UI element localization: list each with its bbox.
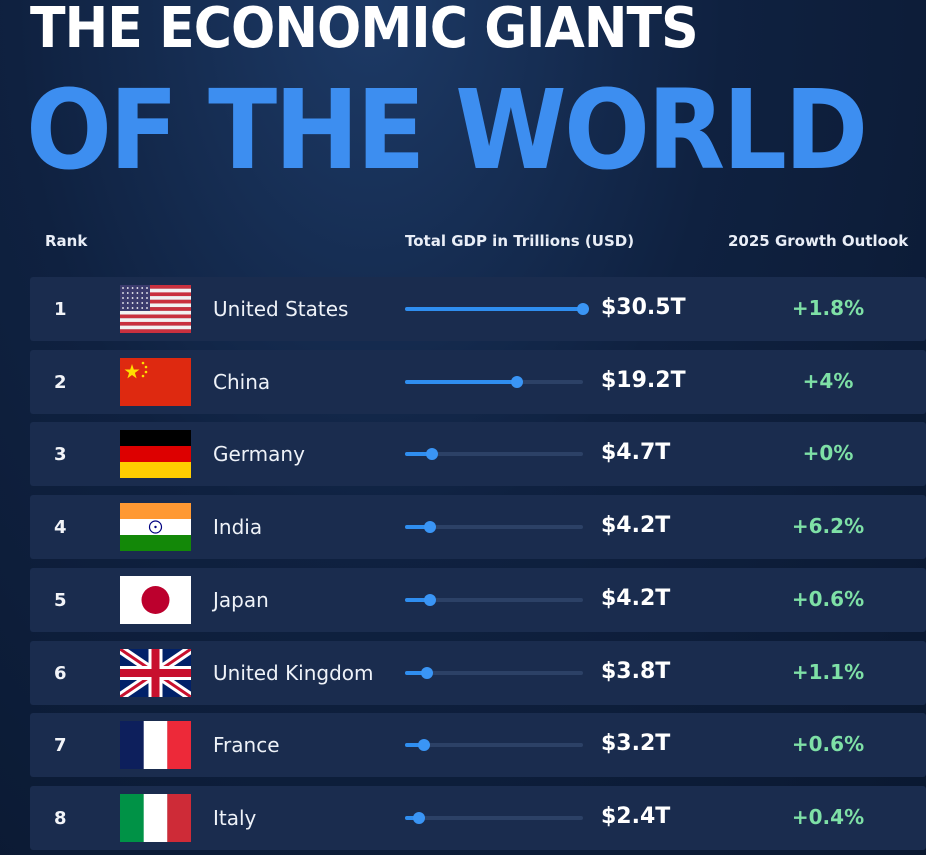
china-flag <box>120 357 191 406</box>
gdp-bar <box>405 743 424 748</box>
country-name: United States <box>213 297 349 321</box>
gdp-bar-track <box>405 375 583 388</box>
column-header-growth: 2025 Growth Outlook <box>728 232 909 250</box>
germany-flag <box>120 430 191 479</box>
uk-flag <box>120 648 191 697</box>
gdp-bar-track <box>405 593 583 606</box>
gdp-bar-marker <box>423 593 436 606</box>
country-name: Germany <box>213 442 305 467</box>
page-title-line-2: OF THE WORLD <box>26 66 868 194</box>
country-name: India <box>213 515 263 540</box>
country-name: Japan <box>213 587 269 612</box>
gdp-bar-track <box>405 448 583 461</box>
gdp-bar <box>405 525 430 530</box>
growth-value: +0% <box>802 441 854 466</box>
growth-value: +1.8% <box>791 296 865 320</box>
rank-number: 2 <box>54 371 67 393</box>
gdp-bar-marker <box>417 739 430 752</box>
table-row: 7 France $3.2T +0.6% <box>30 713 926 778</box>
gdp-value-label: $4.2T <box>601 513 671 539</box>
gdp-value-label: $4.7T <box>601 440 671 466</box>
rank-number: 7 <box>54 735 67 757</box>
rank-number: 6 <box>54 662 67 684</box>
table-row: 8 Italy $2.4T +0.4% <box>30 785 926 850</box>
gdp-bar <box>405 815 419 820</box>
italy-flag <box>120 793 191 842</box>
gdp-value-label: $3.8T <box>601 658 671 684</box>
gdp-bar <box>405 452 433 457</box>
column-header-gdp: Total GDP in Trillions (USD) <box>405 232 635 250</box>
table-row: 6 United Kingdom $3.8T +1.1% <box>30 640 926 705</box>
gdp-bar <box>405 307 583 311</box>
gdp-bar-track <box>405 666 583 679</box>
country-name: China <box>213 369 271 394</box>
growth-value: +6.2% <box>791 514 865 539</box>
gdp-value-label: $2.4T <box>601 803 671 829</box>
growth-value: +0.6% <box>791 732 865 757</box>
gdp-value-label: $30.5T <box>601 295 686 320</box>
gdp-bar-marker <box>577 303 589 315</box>
table-row: 2 China $19.2T +4% <box>30 349 926 414</box>
gdp-bar-track <box>405 739 583 752</box>
rank-number: 5 <box>54 589 67 611</box>
rank-number: 3 <box>54 444 67 466</box>
gdp-bar-marker <box>413 811 425 824</box>
table-row: 3 Germany $4.7T +0% <box>30 422 926 487</box>
page-title-line-1: THE ECONOMIC GIANTS <box>30 0 699 61</box>
gdp-bar-marker <box>426 448 439 461</box>
table-row: 1 United States $30.5T +1.8% <box>30 277 926 341</box>
country-name: France <box>213 733 280 758</box>
gdp-bar-marker <box>423 521 436 534</box>
table-row: 5 Japan $4.2T +0.6% <box>30 567 926 632</box>
france-flag <box>120 721 191 770</box>
rank-number: 8 <box>54 807 67 829</box>
table-row: 4 India $4.2T +6.2% <box>30 495 926 560</box>
gdp-bar-marker <box>511 375 524 388</box>
growth-value: +4% <box>802 368 854 393</box>
japan-flag <box>120 575 191 624</box>
rank-number: 4 <box>54 517 67 539</box>
growth-value: +0.6% <box>791 586 865 611</box>
gdp-value-label: $19.2T <box>601 367 686 393</box>
country-name: United Kingdom <box>213 660 374 685</box>
country-name: Italy <box>213 805 257 830</box>
us-flag <box>120 285 191 333</box>
gdp-bar <box>405 597 430 602</box>
growth-value: +1.1% <box>791 659 865 684</box>
gdp-bar-track <box>405 303 589 315</box>
india-flag <box>120 503 191 552</box>
gdp-bar-track <box>405 521 583 534</box>
gdp-value-label: $4.2T <box>601 585 671 611</box>
column-header-rank: Rank <box>45 232 88 250</box>
gdp-bar <box>405 670 428 675</box>
rank-number: 1 <box>54 299 67 320</box>
gdp-bar <box>405 379 518 384</box>
gdp-bar-marker <box>421 666 434 679</box>
gdp-bar-track <box>405 811 583 824</box>
gdp-value-label: $3.2T <box>601 731 671 757</box>
growth-value: +0.4% <box>791 804 865 829</box>
